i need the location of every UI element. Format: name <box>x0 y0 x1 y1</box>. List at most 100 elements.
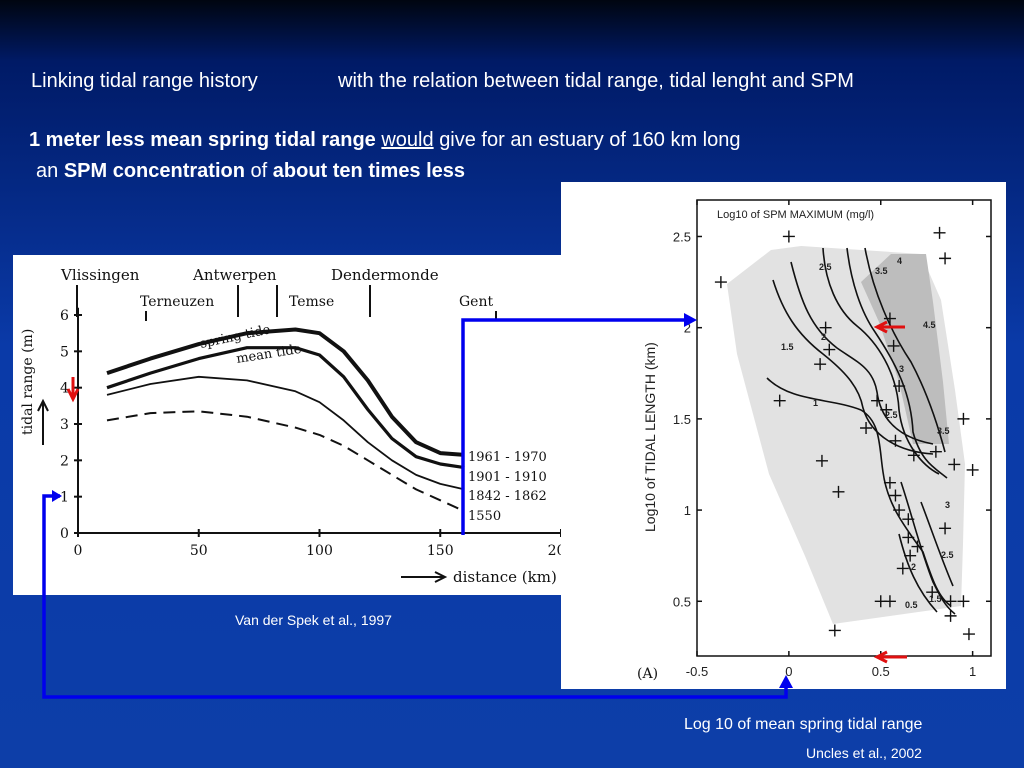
data-point <box>819 321 832 334</box>
y-tick-label: 5 <box>60 344 69 360</box>
contour-label: 0.5 <box>905 600 918 610</box>
data-point <box>832 485 845 498</box>
tidal-range-figure: Vlissingen Antwerpen Dendermonde Terneuz… <box>13 255 561 595</box>
data-point <box>814 358 827 371</box>
x-tick-label: 150 <box>427 543 454 559</box>
series-line <box>106 410 465 513</box>
y-tick-label: 2 <box>684 321 691 336</box>
contour-labels: 2.5 3.5 4 2 1.5 1 3 2.5 3.5 4.5 3 2.5 2 … <box>781 256 954 610</box>
left-legend: 1961 - 1970 1901 - 1910 1842 - 1862 1550 <box>468 450 547 524</box>
place-label: Dendermonde <box>331 266 439 284</box>
contour-label: 2.5 <box>885 410 898 420</box>
panel-label: (A) <box>637 666 658 682</box>
red-arrow-icon <box>873 650 907 664</box>
data-point <box>944 595 957 608</box>
data-point <box>957 595 970 608</box>
y-tick-label: 1 <box>60 490 69 506</box>
series-line <box>106 327 465 457</box>
contour-label: 1.5 <box>929 594 942 604</box>
plot-frame <box>696 199 992 657</box>
legend-label: 1842 - 1862 <box>468 489 547 504</box>
series-line <box>106 346 465 470</box>
data-point <box>944 609 957 622</box>
contour-label: 2 <box>911 562 916 572</box>
data-point <box>860 422 873 434</box>
place-label: Terneuzen <box>140 294 214 310</box>
x-axis-label: distance (km) <box>453 568 557 586</box>
legend-label: 1550 <box>468 509 501 524</box>
statement-bold: 1 meter less mean spring tidal range <box>29 129 376 151</box>
curve-label-mean: mean tide <box>235 342 303 367</box>
y-axis-label: Log10 of TIDAL LENGTH (km) <box>642 342 658 532</box>
y-tick-label: 2.5 <box>673 229 691 244</box>
x-tick-label: 0.5 <box>872 664 890 679</box>
contour-label: 3 <box>945 500 950 510</box>
legend-label: 1961 - 1970 <box>468 450 547 465</box>
place-label: Vlissingen <box>60 266 140 284</box>
x-tick-label: 1 <box>969 664 976 679</box>
right-figure-caption: Log 10 of mean spring tidal range <box>684 716 923 733</box>
y-tick-label: 6 <box>60 308 69 324</box>
contour-label: 1.5 <box>781 342 794 352</box>
data-point <box>889 489 902 502</box>
contour-label: 3 <box>899 364 904 374</box>
contour-label: 3.5 <box>875 266 888 276</box>
data-point <box>896 562 909 575</box>
x-tick-label: 100 <box>306 543 333 559</box>
data-point <box>883 476 896 489</box>
data-point <box>911 540 924 553</box>
data-point <box>823 343 836 356</box>
contour-label: 4.5 <box>923 320 936 330</box>
data-point <box>773 394 786 407</box>
y-tick-label: 0 <box>60 526 69 542</box>
place-label: Antwerpen <box>192 266 277 284</box>
contour-label: 4 <box>897 256 902 266</box>
contour-label: 2.5 <box>819 262 832 272</box>
data-point <box>907 449 920 462</box>
right-points <box>714 226 979 641</box>
y-tick-label: 1.5 <box>673 412 691 427</box>
data-point <box>883 312 896 325</box>
tidal-range-chart: Vlissingen Antwerpen Dendermonde Terneuz… <box>20 266 561 586</box>
x-tick-label: -0.5 <box>686 664 708 679</box>
y-tick-label: 3 <box>60 417 69 433</box>
left-series <box>106 327 465 513</box>
x-axis-arrow-icon <box>401 571 448 583</box>
data-point <box>883 595 896 608</box>
legend-label: 1901 - 1910 <box>468 470 547 485</box>
data-point <box>962 628 975 641</box>
data-point <box>893 380 906 393</box>
data-point <box>957 412 970 425</box>
x-tick-label: 0 <box>785 664 792 679</box>
x-tick-label: 0 <box>74 543 83 559</box>
statement-line-2: an SPM concentration of about ten times … <box>36 160 465 183</box>
statement-underlined: would <box>381 129 434 151</box>
y-tick-label: 1 <box>684 503 691 518</box>
y-tick-label: 2 <box>60 453 69 469</box>
y-axis-arrow-icon <box>37 398 49 445</box>
left-figure-caption: Van der Spek et al., 1997 <box>235 612 392 628</box>
chart-title: Log10 of SPM MAXIMUM (mg/l) <box>717 209 874 221</box>
statement-mid: of <box>250 160 268 182</box>
statement-line-1: 1 meter less mean spring tidal range wou… <box>29 129 740 152</box>
y-tick-label: 4 <box>60 381 69 397</box>
data-point <box>889 434 902 447</box>
data-point <box>939 522 952 535</box>
slide-title-part2: with the relation between tidal range, t… <box>338 70 854 92</box>
data-point <box>714 276 727 289</box>
red-arrow-icon <box>873 320 905 334</box>
data-point <box>929 445 942 458</box>
contour-label: 1 <box>813 398 818 408</box>
data-point <box>933 226 946 239</box>
statement-bold-less: about ten times less <box>272 160 466 182</box>
data-point <box>893 504 906 517</box>
red-arrow-icon <box>66 377 80 403</box>
contour-label: 3.5 <box>937 426 950 436</box>
statement-prefix: an <box>36 160 59 182</box>
data-point <box>871 394 884 407</box>
x-tick-label: 50 <box>190 543 208 559</box>
data-point <box>948 458 961 471</box>
data-point <box>939 252 952 265</box>
data-point <box>926 586 939 599</box>
right-figure-credit: Uncles et al., 2002 <box>806 745 922 761</box>
